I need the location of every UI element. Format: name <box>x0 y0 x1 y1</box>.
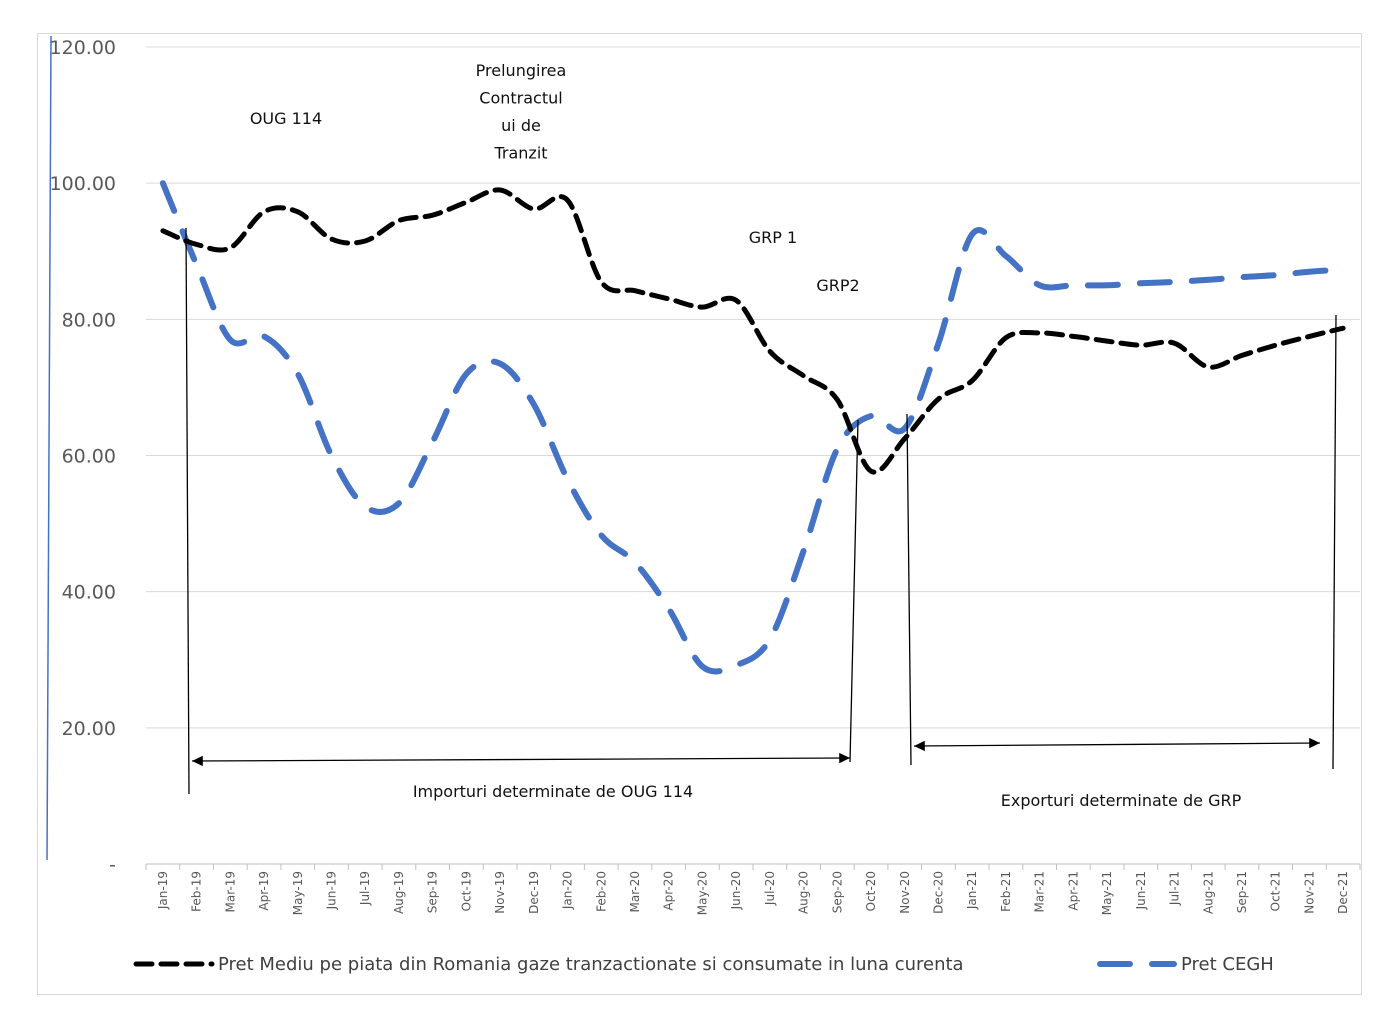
x-tick-label: Aug-19 <box>392 871 406 914</box>
x-tick-label: Oct-21 <box>1269 871 1283 911</box>
x-tick-label: Jan-21 <box>965 871 979 910</box>
arrow-head <box>1309 737 1320 749</box>
x-tick-label: Feb-20 <box>594 871 608 912</box>
x-tick-label: Mar-20 <box>628 871 642 912</box>
x-axis-ticks: Jan-19 Feb-19 Mar-19 Apr-19 May-19 Jun-19 Jul-… <box>156 871 1350 915</box>
series-lines <box>159 180 1347 675</box>
x-tick-label: Apr-21 <box>1066 871 1080 911</box>
x-tick-label: Feb-21 <box>999 871 1013 912</box>
x-tick-label: Jun-20 <box>729 871 743 910</box>
x-tick-label: Sep-20 <box>830 871 844 913</box>
x-tick-label: Oct-19 <box>459 871 473 911</box>
x-tick-label: Apr-19 <box>257 871 271 911</box>
x-tick-label: Nov-19 <box>493 871 507 914</box>
x-tick-label: Mar-21 <box>1033 871 1047 912</box>
legend-label-pret-cegh: Pret CEGH <box>1181 954 1274 975</box>
x-tick-label: Jun-21 <box>1134 871 1148 910</box>
arrow-head <box>914 740 925 752</box>
annotation-prelungirea: Contractul <box>479 89 562 108</box>
series-line-pret-mediu <box>160 187 1346 475</box>
y-tick-label: 60.00 <box>62 446 116 468</box>
x-tick-label: Jun-19 <box>324 871 338 910</box>
arrow-head <box>192 755 203 767</box>
arrow-line <box>913 742 1321 747</box>
y-axis-ticks: 120.00 100.00 80.00 60.00 40.00 20.00 - <box>50 37 116 876</box>
x-tick-label: Nov-21 <box>1302 871 1316 914</box>
x-tick-label: Apr-20 <box>662 871 676 911</box>
x-tick-label: Oct-20 <box>864 871 878 911</box>
x-tick-label: Dec-21 <box>1336 871 1350 914</box>
arrow-head <box>839 752 850 764</box>
x-tick-label: Dec-19 <box>527 871 541 914</box>
x-tick-label: Jul-21 <box>1168 871 1182 906</box>
x-tick-label: Nov-20 <box>898 871 912 914</box>
x-tick-label: Sep-21 <box>1235 871 1249 913</box>
x-tick-label: Dec-20 <box>931 871 945 914</box>
y-tick-label: 80.00 <box>62 309 116 331</box>
annotation-line <box>906 413 912 766</box>
y-axis-line <box>46 35 52 861</box>
x-tick-label: Aug-20 <box>797 871 811 914</box>
annotation-line <box>1332 314 1337 770</box>
series-line-pret-cegh <box>159 180 1347 675</box>
annotation-prelungirea: Tranzit <box>493 144 547 163</box>
x-tick-label: Jan-19 <box>156 871 170 910</box>
chart-frame <box>37 33 1362 995</box>
annotation-prelungirea: Prelungirea <box>476 61 567 80</box>
gridlines <box>46 35 1361 870</box>
annotation-oug-114: OUG 114 <box>250 109 322 128</box>
annotations: OUG 114 Prelungirea Contractul ui de Tranzit… <box>185 61 1337 810</box>
annotation-grp-1: GRP 1 <box>749 228 797 247</box>
x-tick-label: Feb-19 <box>190 871 204 912</box>
y-tick-label: 40.00 <box>62 582 116 604</box>
x-tick-label: May-20 <box>695 871 709 915</box>
annotation-grp2: GRP2 <box>816 276 859 295</box>
arrow-line <box>191 757 851 762</box>
legend-label-pret-mediu: Pret Mediu pe piata din Romania gaze tra… <box>218 954 964 975</box>
x-tick-label: Jul-20 <box>763 871 777 906</box>
annotation-prelungirea: ui de <box>501 116 541 135</box>
y-tick-label: 100.00 <box>50 173 116 195</box>
x-tick-label: Jul-19 <box>358 871 372 906</box>
annotation-importuri: Importuri determinate de OUG 114 <box>413 782 693 801</box>
y-tick-label: 20.00 <box>62 718 116 740</box>
y-tick-label: 120.00 <box>50 37 116 59</box>
x-tick-label: Sep-19 <box>426 871 440 913</box>
annotation-exporturi: Exporturi determinate de GRP <box>1001 791 1242 810</box>
x-tick-label: May-21 <box>1100 871 1114 915</box>
legend: Pret Mediu pe piata din Romania gaze tra… <box>133 954 1274 975</box>
x-tick-label: Jan-20 <box>561 871 575 910</box>
x-tick-label: May-19 <box>291 871 305 915</box>
annotation-line <box>185 227 190 795</box>
y-tick-label: - <box>109 854 116 876</box>
x-tick-label: Mar-19 <box>223 871 237 912</box>
annotation-line <box>849 419 859 763</box>
x-tick-label: Aug-21 <box>1201 871 1215 914</box>
